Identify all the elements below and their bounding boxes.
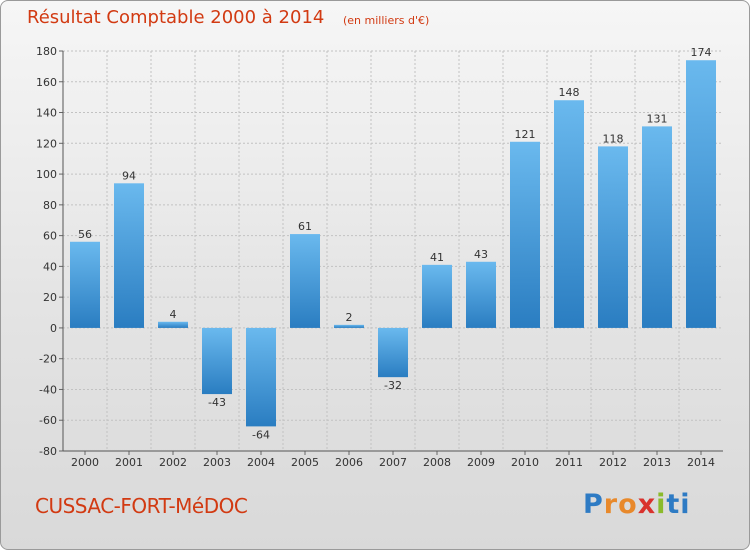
brand-letter: t xyxy=(666,489,681,520)
x-tick-label: 2009 xyxy=(467,456,495,469)
value-label: 56 xyxy=(78,228,92,241)
x-tick-label: 2003 xyxy=(203,456,231,469)
value-label: 174 xyxy=(691,46,712,59)
chart-title: Résultat Comptable 2000 à 2014 xyxy=(27,7,325,28)
brand-letter: P xyxy=(583,489,604,520)
value-label: 41 xyxy=(430,251,444,264)
x-tick-label: 2013 xyxy=(643,456,671,469)
y-tick-label: 0 xyxy=(50,322,57,335)
gridlines xyxy=(63,50,723,452)
y-tick-label: 20 xyxy=(43,291,57,304)
x-tick-label: 2011 xyxy=(555,456,583,469)
brand-logo: Proxiti xyxy=(583,489,691,520)
bar-2013 xyxy=(642,126,672,328)
bar-2000 xyxy=(70,241,100,328)
x-tick-label: 2000 xyxy=(71,456,99,469)
brand-letter: i xyxy=(680,489,691,520)
y-tick-label: -80 xyxy=(39,445,57,458)
brand-letter: x xyxy=(637,489,657,520)
bar-2011 xyxy=(554,100,584,328)
value-label: -32 xyxy=(384,379,402,392)
x-tick-label: 2014 xyxy=(687,456,715,469)
value-label: 4 xyxy=(170,308,177,321)
y-tick-label: -20 xyxy=(39,353,57,366)
value-label: 148 xyxy=(559,86,580,99)
y-tick-label: 140 xyxy=(36,107,57,120)
bar-2002 xyxy=(158,321,188,328)
bar-2006 xyxy=(334,324,364,328)
y-tick-label: 60 xyxy=(43,230,57,243)
x-tick-label: 2001 xyxy=(115,456,143,469)
y-tick-label: 100 xyxy=(36,168,57,181)
bars xyxy=(70,60,716,427)
y-tick-label: 40 xyxy=(43,260,57,273)
x-tick-label: 2010 xyxy=(511,456,539,469)
axes: 180 160 140 120 100 80 60 40 20 0 -20 -40 -60 -80 2000… xyxy=(36,45,723,469)
x-tick-label: 2007 xyxy=(379,456,407,469)
bar-2005 xyxy=(290,234,320,328)
y-tick-label: 160 xyxy=(36,76,57,89)
brand-letter: i xyxy=(656,489,667,520)
value-label: 61 xyxy=(298,220,312,233)
commune-name: CUSSAC-FORT-MéDOC xyxy=(35,494,248,518)
y-tick-label: -40 xyxy=(39,383,57,396)
value-label: -64 xyxy=(252,428,270,441)
bar-2009 xyxy=(466,261,496,328)
chart-subtitle: (en milliers d'€) xyxy=(343,14,430,27)
bar-2001 xyxy=(114,183,144,328)
x-tick-label: 2004 xyxy=(247,456,275,469)
value-label: 94 xyxy=(122,169,136,182)
bar-2008 xyxy=(422,264,452,328)
y-tick-label: -60 xyxy=(39,414,57,427)
value-label: 121 xyxy=(515,128,536,141)
y-tick-label: 180 xyxy=(36,45,57,58)
bar-2014 xyxy=(686,60,716,328)
bar-2007 xyxy=(378,327,408,378)
x-tick-label: 2002 xyxy=(159,456,187,469)
value-label: -43 xyxy=(208,396,226,409)
value-label: 131 xyxy=(647,112,668,125)
x-tick-label: 2006 xyxy=(335,456,363,469)
x-tick-label: 2012 xyxy=(599,456,627,469)
bar-2010 xyxy=(510,141,540,328)
brand-letter: r xyxy=(603,489,619,520)
bar-2003 xyxy=(202,327,232,395)
value-label: 118 xyxy=(603,132,624,145)
brand-letter: o xyxy=(618,489,638,520)
y-tick-label: 80 xyxy=(43,199,57,212)
value-label: 43 xyxy=(474,248,488,261)
y-tick-label: 120 xyxy=(36,137,57,150)
value-label: 2 xyxy=(346,311,353,324)
data-labels: 56 94 4 -43 -64 61 2 -32 41 43 121 148 118 131 174 xyxy=(78,46,712,441)
bar-2004 xyxy=(246,327,276,427)
x-tick-label: 2005 xyxy=(291,456,319,469)
bar-2012 xyxy=(598,146,628,328)
x-tick-label: 2008 xyxy=(423,456,451,469)
